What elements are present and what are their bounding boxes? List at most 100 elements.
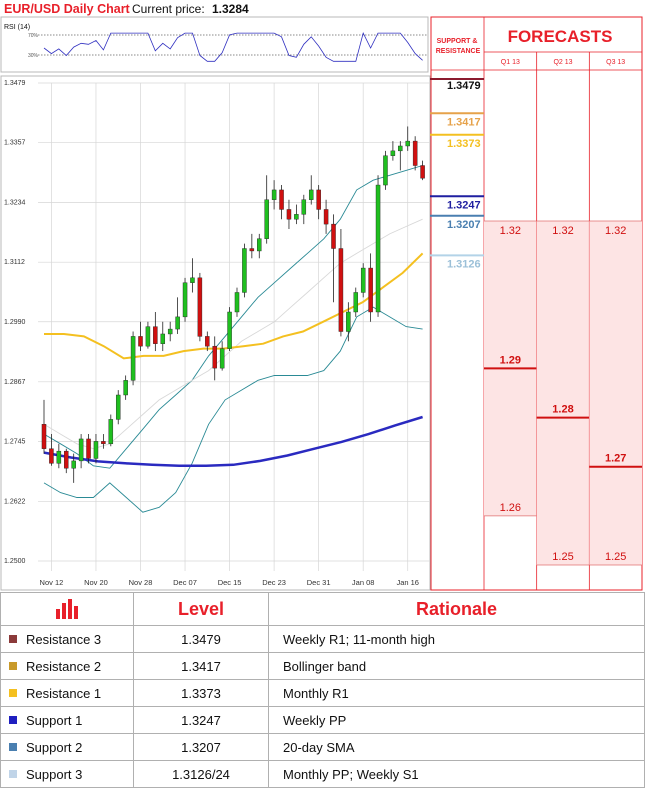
y-tick-label: 1.3234 [4,200,26,207]
level-swatch [9,716,17,725]
level-value: 1.3479 [133,625,269,653]
candle-body [182,282,188,318]
x-tick-label: Jan 16 [396,578,419,587]
candle-body [41,424,47,449]
header-rationale: Rationale [268,592,645,626]
candle-body [360,267,366,293]
candle-body [368,267,373,313]
x-tick-label: Jan 08 [352,578,375,587]
candle-body [338,248,344,332]
candle-body [271,189,277,200]
candle-body [212,345,217,369]
level-name-text: Support 3 [26,766,83,782]
y-tick-label: 1.2500 [4,558,26,565]
candle-body [130,336,136,381]
candle-body [286,209,292,220]
level-value: 1.3417 [133,652,269,680]
table-logo-cell [0,592,134,626]
forecast-high: 1.32 [605,225,626,237]
candle-body [167,328,173,335]
sma-200 [43,415,423,468]
candle-body [257,238,262,252]
candle-body [123,380,128,396]
level-name: Resistance 3 [0,625,134,653]
candle-body [383,155,388,186]
level-value: 1.3207 [133,733,269,761]
forecast-mid: 1.27 [605,453,626,465]
table-header: Level Rationale [0,592,645,626]
candle-body [316,189,321,210]
candle-body [49,448,54,464]
price-label: Current price: [132,2,205,16]
level-name: Support 2 [0,733,134,761]
forecast-low: 1.26 [500,502,521,514]
candle-body [115,394,121,420]
sma-50 [44,252,424,360]
level-rationale: 20-day SMA [268,733,645,761]
candle-body [234,292,240,313]
y-tick-label: 1.2867 [4,379,26,386]
forecast-range [589,221,642,565]
candle-body [71,460,76,469]
candle-body [249,248,255,252]
level-rationale: Bollinger band [268,652,645,680]
level-swatch [9,662,17,671]
main-plot [0,75,431,591]
level-rationale: Monthly PP; Weekly S1 [268,760,645,788]
candle-body [160,333,166,344]
forecast-mid: 1.28 [552,404,573,416]
candle-body [86,438,91,459]
candle-body [390,150,396,156]
forecast-range [536,221,590,565]
eurusd-chart: EUR/USD Daily Chart Current price: 1.328… [0,2,643,591]
candle-body [375,184,381,313]
candle-body [308,189,314,200]
level-label: 1.3126 [447,258,481,270]
x-tick-label: Dec 23 [262,578,286,587]
x-tick-label: Dec 31 [307,578,331,587]
candle-body [420,165,425,179]
level-label: 1.3373 [447,138,481,150]
level-name-text: Support 1 [26,712,83,728]
candle-body [145,326,151,347]
level-swatch [9,770,17,779]
candle-body [138,336,143,347]
candle-body [205,336,210,347]
indicator-lines [43,165,424,513]
candle-body [294,214,299,220]
rsi-70-label: 70% [28,33,39,39]
level-name-text: Resistance 2 [26,658,102,674]
candle-body [219,348,225,369]
bar-chart-icon [56,598,78,619]
level-value: 1.3247 [133,706,269,734]
x-tick-label: Nov 20 [84,578,108,587]
y-tick-label: 1.3112 [4,259,25,266]
level-value: 1.3373 [133,679,269,707]
candle-body [197,277,203,337]
level-swatch [9,743,17,752]
level-swatch [9,635,17,644]
table-row: Resistance 1 1.3373 Monthly R1 [0,679,645,707]
level-rationale: Weekly R1; 11-month high [268,625,645,653]
rsi-30-label: 30% [28,53,39,59]
level-name: Support 1 [0,706,134,734]
x-tick-label: Dec 15 [218,578,242,587]
forecast-columns: Q1 13 1.32 1.29 1.26 Q2 13 1.32 1.28 1.25 Q3 13 1… [431,17,642,590]
y-axis-ticks: 1.3479 1.3357 1.3234 1.3112 1.2990 1.2867 1.27… [4,80,26,565]
candle-body [242,248,247,293]
candle-body [101,441,106,445]
candle-body [153,326,158,344]
sr-label: SUPPORT & RESISTANCE [436,38,481,55]
chart-title: EUR/USD Daily Chart [4,2,131,16]
forecast-mid: 1.29 [500,354,521,366]
level-value: 1.3126/24 [133,760,269,788]
level-name-text: Support 2 [26,739,83,755]
candle-body [398,145,403,152]
candle-body [331,223,336,249]
y-tick-label: 1.3479 [4,80,26,87]
candle-body [56,450,62,464]
candle-body [301,199,307,215]
sr-label-line-1: SUPPORT & [437,38,478,45]
level-rationale: Monthly R1 [268,679,645,707]
forecasts-title: FORECASTS [508,27,613,46]
